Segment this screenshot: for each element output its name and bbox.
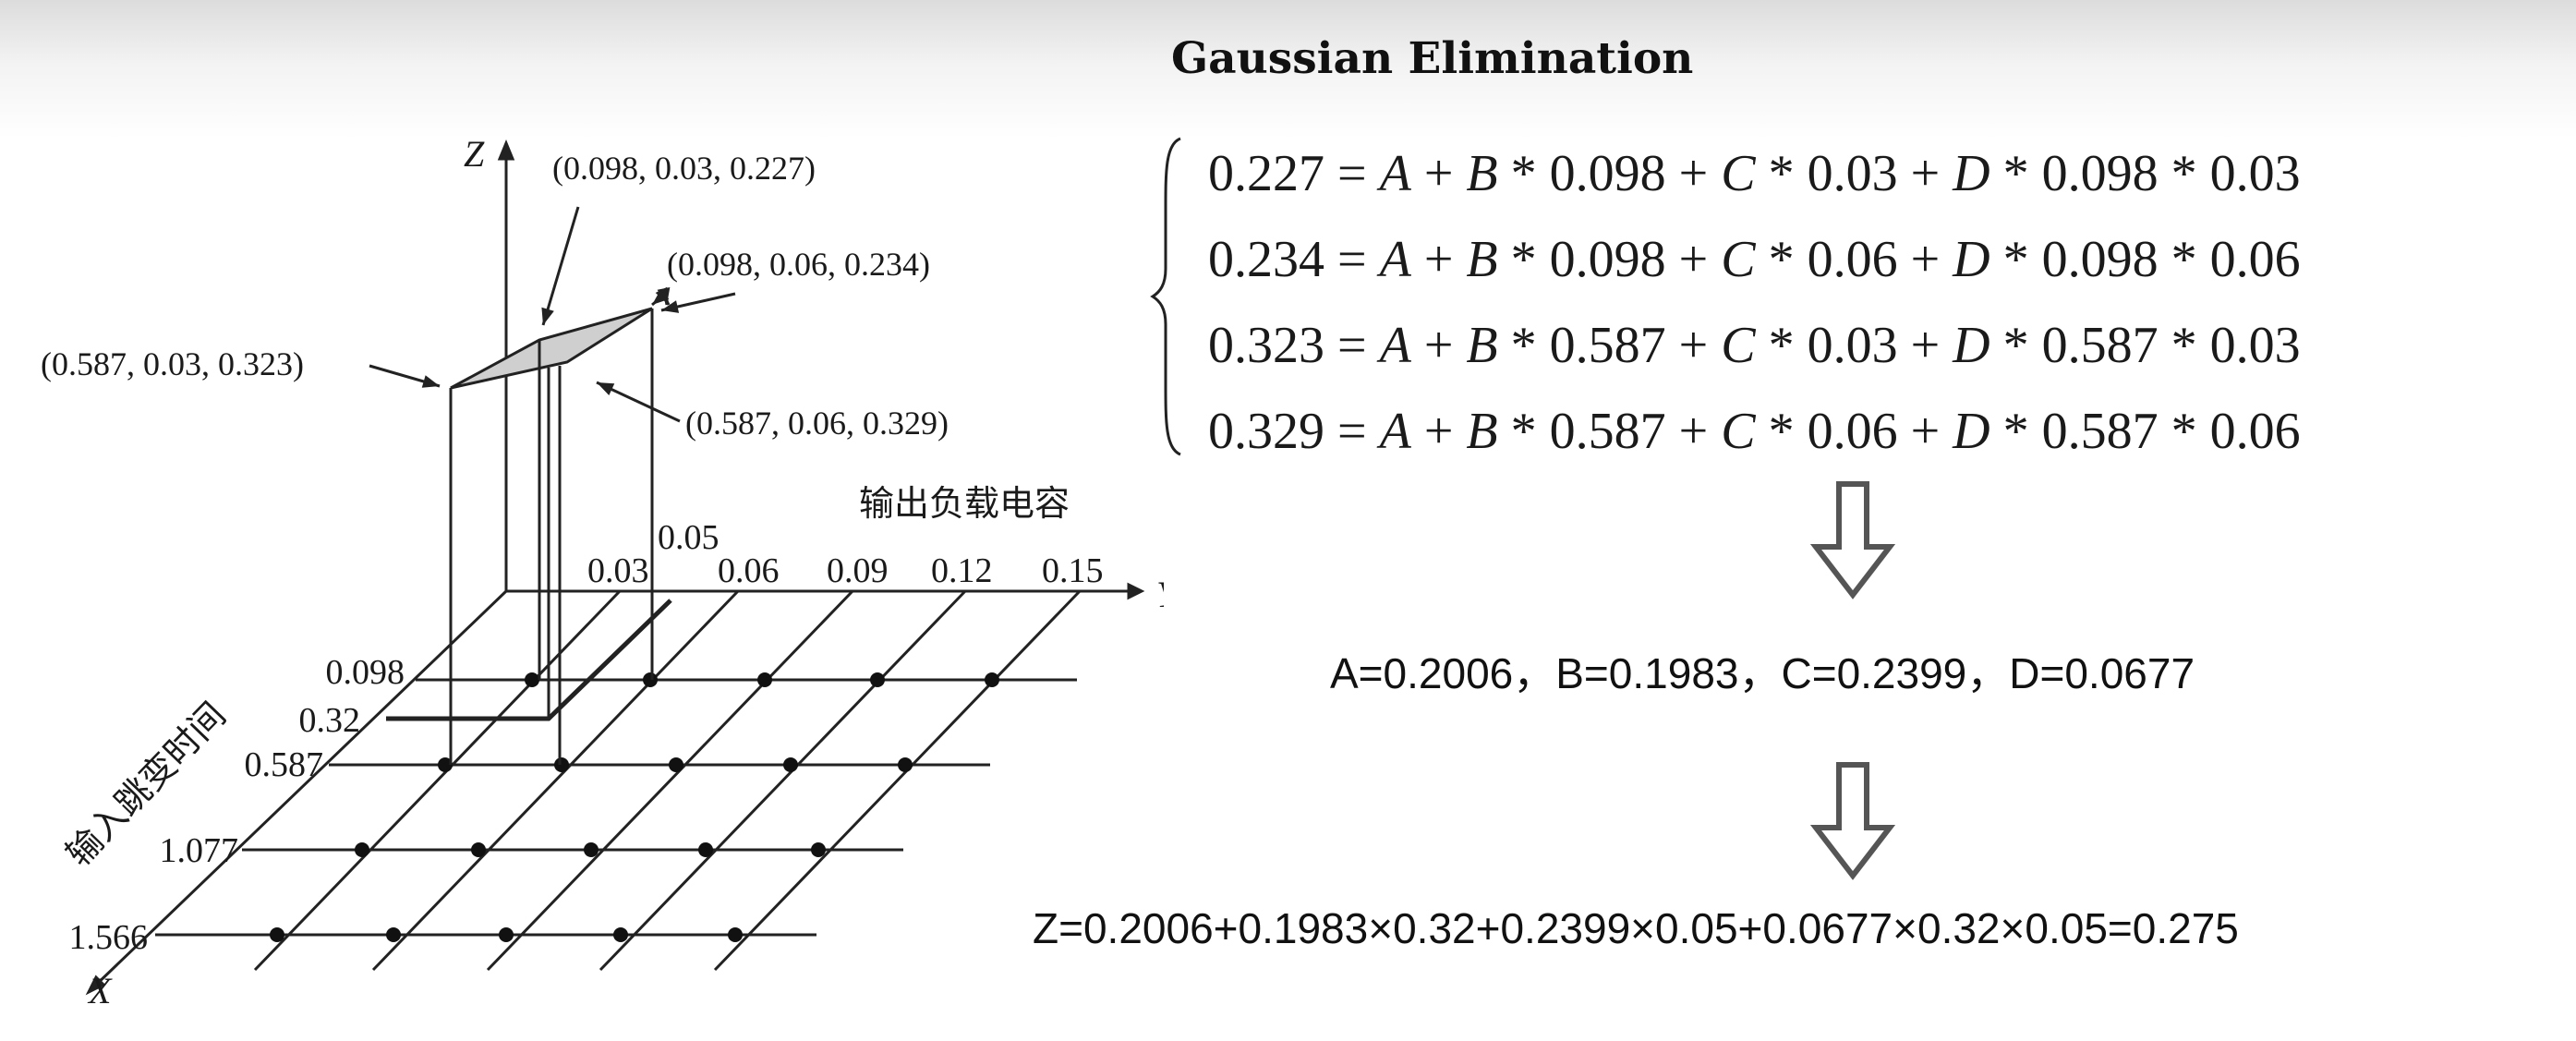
x-tick-label: 0.098 xyxy=(326,653,405,692)
point-label: (0.098, 0.03, 0.227) xyxy=(552,150,816,187)
grid-point xyxy=(985,672,999,687)
grid-point xyxy=(669,757,683,772)
z-axis-label: Z xyxy=(464,133,485,175)
equation-row: 0.227 = A + B * 0.098 + C * 0.03 + D * 0… xyxy=(1208,145,2301,202)
equation-system: 0.227 = A + B * 0.098 + C * 0.03 + D * 0… xyxy=(1208,131,2501,475)
leader-arrowhead xyxy=(541,307,554,325)
point-label: (0.587, 0.06, 0.329) xyxy=(685,405,949,442)
grid-column-line xyxy=(486,589,854,972)
grid-point xyxy=(499,927,514,942)
grid-point xyxy=(270,927,284,942)
interpolation-surface xyxy=(449,307,654,765)
y-tick-label: 0.06 xyxy=(718,551,780,590)
query-projection-line xyxy=(386,599,672,721)
grid-lines xyxy=(155,368,1082,972)
grid-point xyxy=(698,842,713,857)
y-axis-label: Y xyxy=(1156,574,1164,615)
grid-point xyxy=(525,672,539,687)
leader-arrowhead xyxy=(421,375,440,388)
y-tick-label: 0.15 xyxy=(1042,551,1104,590)
equation-row: 0.329 = A + B * 0.587 + C * 0.06 + D * 0… xyxy=(1208,403,2301,460)
grid-column-line xyxy=(713,589,1082,972)
grid-point xyxy=(438,757,453,772)
grid-point xyxy=(728,927,743,942)
x-query-label: 0.32 xyxy=(299,701,361,740)
y-query-label: 0.05 xyxy=(658,518,720,557)
y-tick-label: 0.12 xyxy=(931,551,993,590)
y-tick-label: 0.03 xyxy=(587,551,649,590)
left-brace xyxy=(1150,137,1181,456)
grid-point xyxy=(757,672,772,687)
grid-column-line xyxy=(599,589,967,972)
grid-point xyxy=(870,672,885,687)
x-axis-arrowhead xyxy=(85,974,106,996)
x-tick-label: 1.566 xyxy=(69,918,149,957)
surface-patch xyxy=(450,307,653,390)
x-tick-label: 1.077 xyxy=(160,831,239,870)
leader-arrowhead xyxy=(652,289,670,305)
grid-point xyxy=(355,842,369,857)
grid-point xyxy=(613,927,628,942)
x-axis-line xyxy=(91,589,508,990)
point-label: (0.587, 0.03, 0.323) xyxy=(41,345,304,382)
grid-point xyxy=(643,672,658,687)
point-label: (0.098, 0.06, 0.234) xyxy=(667,246,930,283)
equation-row: 0.234 = A + B * 0.098 + C * 0.06 + D * 0… xyxy=(1208,231,2301,288)
x-axis-label: X xyxy=(87,970,113,1011)
interpolated-result: Z=0.2006+0.1983×0.32+0.2399×0.05+0.0677×… xyxy=(1033,904,2239,952)
point-label-arrows xyxy=(369,206,736,423)
y-axis-arrowhead xyxy=(1127,582,1145,600)
leader-arrowhead xyxy=(661,300,680,313)
grid-point xyxy=(386,927,401,942)
coefficient-solution: A=0.2006，B=0.1983，C=0.2399，D=0.0677 xyxy=(1330,649,2195,697)
down-arrow-icon xyxy=(1809,762,1896,880)
grid-point xyxy=(811,842,826,857)
z-axis-arrowhead xyxy=(497,139,515,161)
grid-points xyxy=(270,672,999,942)
down-arrow-icon xyxy=(1809,481,1896,599)
grid-point xyxy=(584,842,599,857)
page-title: Gaussian Elimination xyxy=(1171,33,1694,84)
grid-point xyxy=(554,757,569,772)
grid-point xyxy=(783,757,798,772)
grid-point xyxy=(898,757,913,772)
leader-arrowhead xyxy=(597,382,615,395)
equation-row: 0.323 = A + B * 0.587 + C * 0.03 + D * 0… xyxy=(1208,317,2301,374)
leader-line xyxy=(541,206,580,326)
y-tick-label: 0.09 xyxy=(827,551,889,590)
lookup-table-3d-diagram: Z Y X 输出负载电容 输入跳变时间 0.03 0.06 0.09 0.12 … xyxy=(41,133,1164,1011)
grid-point xyxy=(471,842,486,857)
x-tick-label: 0.587 xyxy=(245,745,324,784)
y-axis-title: 输出负载电容 xyxy=(859,483,1070,524)
grid-column-line xyxy=(371,589,740,972)
axes xyxy=(85,139,1145,996)
